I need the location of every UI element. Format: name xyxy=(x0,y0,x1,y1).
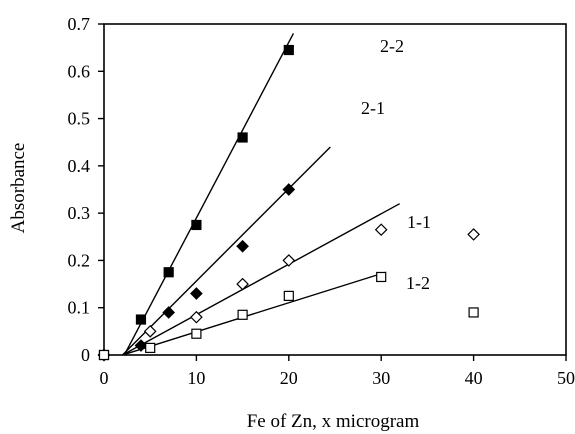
series-label-1-1: 1-1 xyxy=(407,212,431,232)
data-point xyxy=(282,183,296,196)
data-point xyxy=(134,339,148,352)
fit-line-2-2 xyxy=(123,33,295,356)
data-point xyxy=(376,271,387,283)
data-point xyxy=(163,267,174,278)
y-tick-label: 0.1 xyxy=(68,298,91,318)
x-tick-label: 20 xyxy=(280,368,298,388)
series-labels: 2-2 2-1 1-1 1-2 xyxy=(361,36,431,293)
data-point xyxy=(237,309,248,320)
axes: 0 10 20 30 40 50 0 0.1 0.2 0.3 0.4 0.5 0.6 0.7 xyxy=(68,14,575,388)
series-label-1-2: 1-2 xyxy=(406,273,430,293)
data-point xyxy=(98,349,110,361)
x-tick-label: 30 xyxy=(372,368,390,388)
y-tick-label: 0.3 xyxy=(68,203,91,223)
x-tick-label: 10 xyxy=(187,368,205,388)
data-point xyxy=(374,223,388,237)
data-point xyxy=(468,307,479,318)
y-tick-label: 0.5 xyxy=(68,109,91,129)
data-point xyxy=(191,219,202,231)
y-tick-label: 0.6 xyxy=(68,61,91,81)
plot-frame xyxy=(103,23,567,356)
x-tick-label: 40 xyxy=(465,368,483,388)
fit-line-2-1 xyxy=(121,146,331,356)
data-point xyxy=(236,277,249,291)
x-tick-label: 0 xyxy=(100,368,109,388)
data-point xyxy=(190,287,203,300)
series-label-2-1: 2-1 xyxy=(361,98,385,118)
fit-line-1-1 xyxy=(122,203,401,356)
y-tick-label: 0.7 xyxy=(68,14,91,34)
data-point xyxy=(145,342,156,354)
y-tick-label: 0.2 xyxy=(68,250,91,270)
series-label-2-2: 2-2 xyxy=(380,36,404,56)
fit-line-1-2 xyxy=(122,271,387,356)
data-point xyxy=(190,310,203,324)
data-point xyxy=(283,44,294,56)
y-tick-label: 0 xyxy=(81,345,90,365)
data-markers xyxy=(97,44,480,362)
data-point xyxy=(237,132,248,143)
data-point xyxy=(162,306,176,319)
y-tick-label: 0.4 xyxy=(68,156,91,176)
data-point xyxy=(283,290,294,301)
data-point xyxy=(236,239,249,253)
y-axis-title: Absorbance xyxy=(8,143,29,234)
data-point xyxy=(467,228,480,241)
data-point xyxy=(191,328,202,339)
data-point xyxy=(135,314,147,325)
fit-lines xyxy=(121,33,401,356)
x-axis-title: Fe of Zn, x microgram xyxy=(247,411,420,432)
data-point xyxy=(143,325,157,338)
x-tick-label: 50 xyxy=(557,368,575,388)
data-point xyxy=(282,254,296,267)
